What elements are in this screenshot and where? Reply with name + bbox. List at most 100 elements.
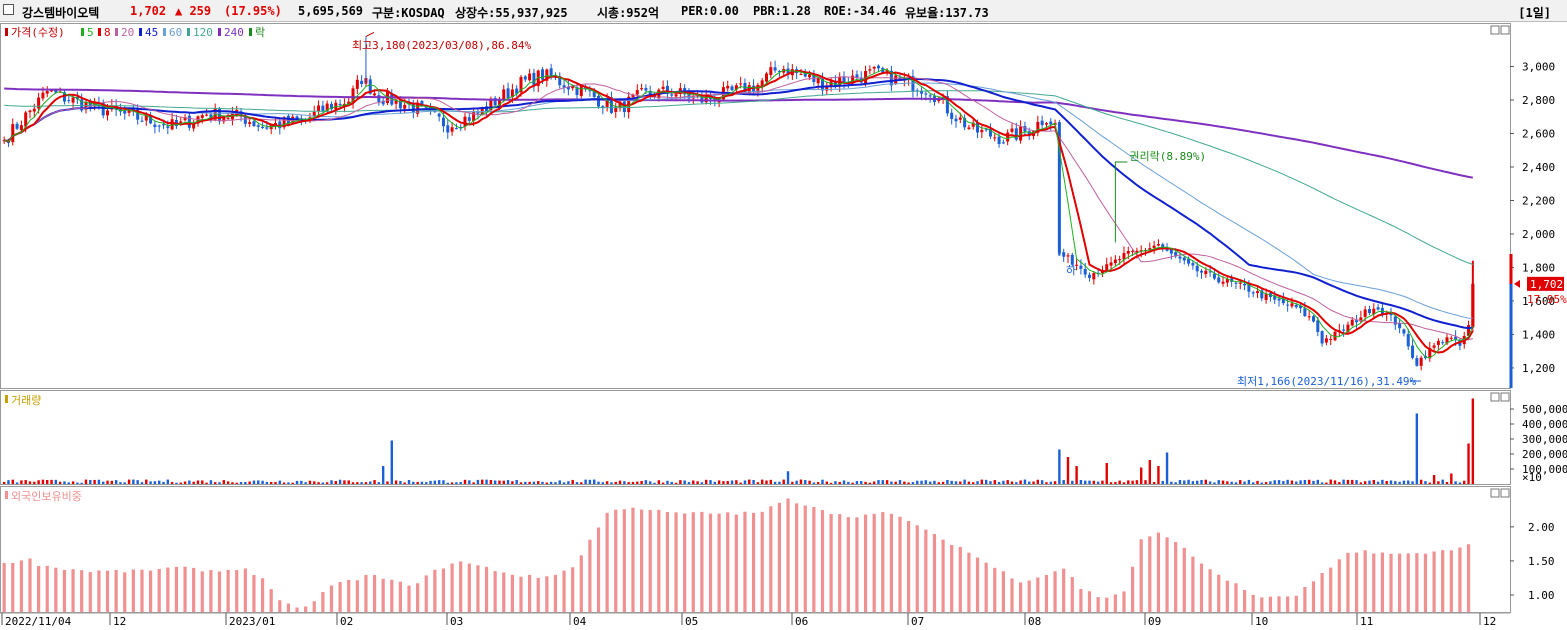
candle-body (252, 121, 256, 127)
volume-bar (894, 481, 897, 484)
volume-bar (1363, 481, 1367, 484)
volume-bar (855, 481, 859, 484)
volume-bar (549, 481, 553, 484)
foreign-bar (975, 557, 980, 612)
foreign-bar (958, 546, 962, 612)
candle-body (28, 110, 32, 113)
candle-body (1092, 273, 1096, 280)
foreign-bar (1096, 597, 1100, 612)
volume-bar (390, 440, 393, 484)
volume-bar (1109, 482, 1113, 484)
candle-body (1359, 317, 1363, 322)
volume-bar (300, 480, 303, 484)
volume-bar (84, 479, 88, 484)
foreign-bar (1242, 590, 1247, 612)
candle-body (162, 124, 166, 126)
candle-body (988, 129, 992, 137)
candle-body (1406, 334, 1410, 347)
foreign-bar (915, 525, 919, 612)
legend-swatch (5, 28, 8, 36)
volume-bar (1135, 480, 1139, 484)
market-type: 구분:KOSDAQ (372, 6, 445, 20)
foreign-bar (924, 529, 928, 612)
market-cap: 시총:952억 (597, 6, 660, 20)
volume-bar (442, 480, 445, 484)
candle-body (454, 128, 458, 130)
candle-body (532, 72, 536, 86)
volume-bar (102, 481, 105, 484)
foreign-bar (726, 512, 730, 612)
panel-frame-1 (0, 23, 1511, 389)
volume-bar (222, 480, 226, 484)
volume-bar (1114, 481, 1117, 484)
period-selector[interactable]: [1일] (1518, 6, 1551, 20)
header-checkbox[interactable] (3, 4, 14, 15)
candle-body (1152, 245, 1156, 249)
foreign-bar (321, 592, 325, 612)
foreign-bar (502, 572, 506, 612)
volume-legend-swatch (5, 395, 8, 403)
volume-bar (1049, 481, 1052, 484)
foreign-bar (1174, 542, 1178, 612)
candle-body (1342, 329, 1346, 331)
candle-body (1449, 337, 1453, 339)
volume-bar (567, 481, 570, 484)
candle-body (1324, 338, 1328, 343)
candle-body (381, 100, 385, 105)
volume-bar (123, 482, 126, 484)
volume-bar (1415, 413, 1419, 484)
volume-bar (489, 480, 493, 484)
candle-body (1402, 329, 1406, 334)
candle-body (200, 115, 204, 118)
foreign-bar (459, 561, 463, 612)
foreign-bar (950, 544, 954, 612)
volume-bar (1062, 480, 1065, 484)
volume-bar (584, 479, 587, 484)
candle-body (523, 76, 527, 80)
candle-body (618, 101, 622, 109)
volume-bar (967, 481, 971, 484)
volume-bar (201, 480, 204, 484)
foreign-bar (45, 565, 49, 612)
volume-tick-label: 400,000 (1522, 418, 1567, 431)
volume-bar (847, 481, 850, 484)
volume-bar (261, 480, 264, 484)
volume-bar (257, 480, 260, 484)
volume-bar (136, 480, 139, 484)
volume-bar (196, 480, 200, 484)
volume-bar (950, 480, 953, 484)
ma-20-line (4, 76, 1473, 341)
foreign-bar (872, 513, 876, 612)
price-tick-label: 1,200 (1522, 362, 1555, 375)
volume-bar (1458, 482, 1462, 484)
listed-shares: 상장수:55,937,925 (455, 6, 568, 20)
volume-bar (562, 482, 566, 484)
volume-bar (692, 480, 695, 484)
volume-bar (1144, 480, 1147, 484)
volume-bar (1247, 479, 1251, 484)
x-tick-label: 07 (911, 615, 924, 628)
volume-bar (601, 482, 605, 484)
volume-bar (97, 479, 101, 484)
volume-bar (1002, 480, 1005, 484)
volume-bar (1394, 481, 1397, 484)
volume-bar (373, 480, 376, 484)
volume-bar (476, 479, 480, 484)
price-tick-label: 2,800 (1522, 94, 1555, 107)
volume-bar (1234, 482, 1238, 484)
legend-label-6: 120 (193, 26, 213, 39)
volume-bar (1445, 481, 1449, 484)
candle-body (222, 117, 226, 122)
candle-body (205, 114, 209, 116)
volume-bar (717, 480, 721, 484)
volume-bar (920, 480, 923, 484)
volume-bar (1131, 480, 1134, 484)
candle-body (437, 113, 441, 117)
candle-body (1212, 273, 1216, 279)
volume-bar (179, 482, 182, 484)
volume-bar (605, 481, 609, 484)
candle-body (1105, 264, 1109, 270)
foreign-bar (1225, 580, 1229, 612)
trade-volume: 5,695,569 (298, 4, 364, 18)
volume-bar (515, 479, 518, 484)
